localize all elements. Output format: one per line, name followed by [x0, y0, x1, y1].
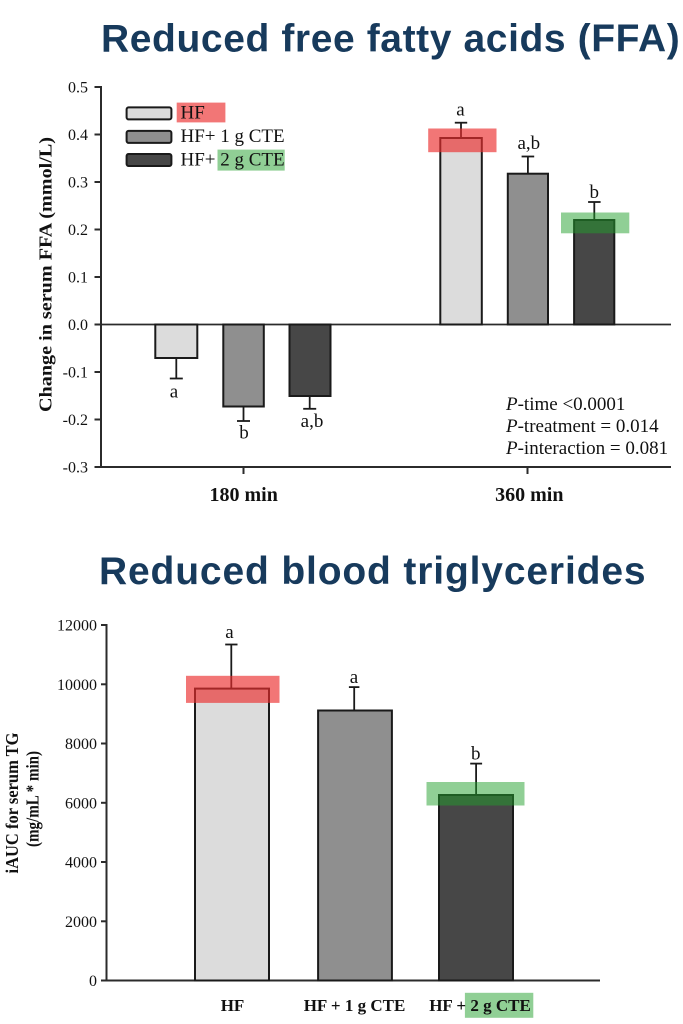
svg-text:HF+ 1 g CTE: HF+ 1 g CTE: [181, 126, 285, 147]
svg-text:a: a: [170, 382, 179, 403]
svg-text:0.5: 0.5: [68, 80, 88, 97]
svg-text:a: a: [456, 100, 465, 121]
svg-text:6000: 6000: [65, 795, 97, 812]
svg-text:a,b: a,b: [517, 133, 540, 154]
svg-text:Change in serum FFA (mmol/L): Change in serum FFA (mmol/L): [36, 137, 56, 412]
svg-text:0: 0: [89, 973, 97, 990]
svg-text:(mg/mL * min): (mg/mL * min): [22, 751, 42, 847]
svg-text:b: b: [471, 744, 481, 765]
svg-text:a: a: [225, 622, 234, 643]
svg-text:HF: HF: [181, 103, 205, 124]
svg-text:HF + 1 g CTE: HF + 1 g CTE: [304, 996, 406, 1015]
svg-text:8000: 8000: [65, 736, 97, 753]
svg-text:P-time <0.0001: P-time <0.0001: [505, 394, 625, 415]
svg-text:P-interaction = 0.081: P-interaction = 0.081: [505, 438, 668, 459]
svg-text:Reduced blood triglycerides: Reduced blood triglycerides: [99, 550, 646, 593]
svg-text:-0.1: -0.1: [63, 365, 88, 382]
svg-text:0.4: 0.4: [68, 127, 88, 144]
svg-text:b: b: [590, 182, 600, 203]
svg-text:12000: 12000: [57, 618, 97, 635]
svg-text:HF + 2 g CTE: HF + 2 g CTE: [429, 996, 531, 1015]
svg-text:a,b: a,b: [301, 411, 324, 432]
svg-text:HF: HF: [221, 996, 245, 1015]
svg-text:iAUC for serum TG: iAUC for serum TG: [2, 732, 22, 873]
svg-text:0.2: 0.2: [68, 222, 88, 239]
svg-text:0.3: 0.3: [68, 175, 88, 192]
svg-text:4000: 4000: [65, 855, 97, 872]
svg-text:10000: 10000: [57, 677, 97, 694]
svg-text:-0.3: -0.3: [63, 460, 88, 477]
svg-text:0.0: 0.0: [68, 317, 88, 334]
svg-text:180 min: 180 min: [210, 484, 278, 506]
svg-text:Reduced free fatty acids (FFA): Reduced free fatty acids (FFA): [101, 17, 680, 60]
svg-text:b: b: [239, 423, 249, 444]
svg-text:HF+ 2 g CTE: HF+ 2 g CTE: [181, 150, 285, 171]
svg-text:-0.2: -0.2: [63, 412, 88, 429]
svg-text:P-treatment = 0.014: P-treatment = 0.014: [505, 416, 659, 437]
svg-text:0.1: 0.1: [68, 270, 88, 287]
svg-text:a: a: [350, 667, 359, 688]
svg-text:2000: 2000: [65, 914, 97, 931]
svg-text:360 min: 360 min: [495, 484, 563, 506]
